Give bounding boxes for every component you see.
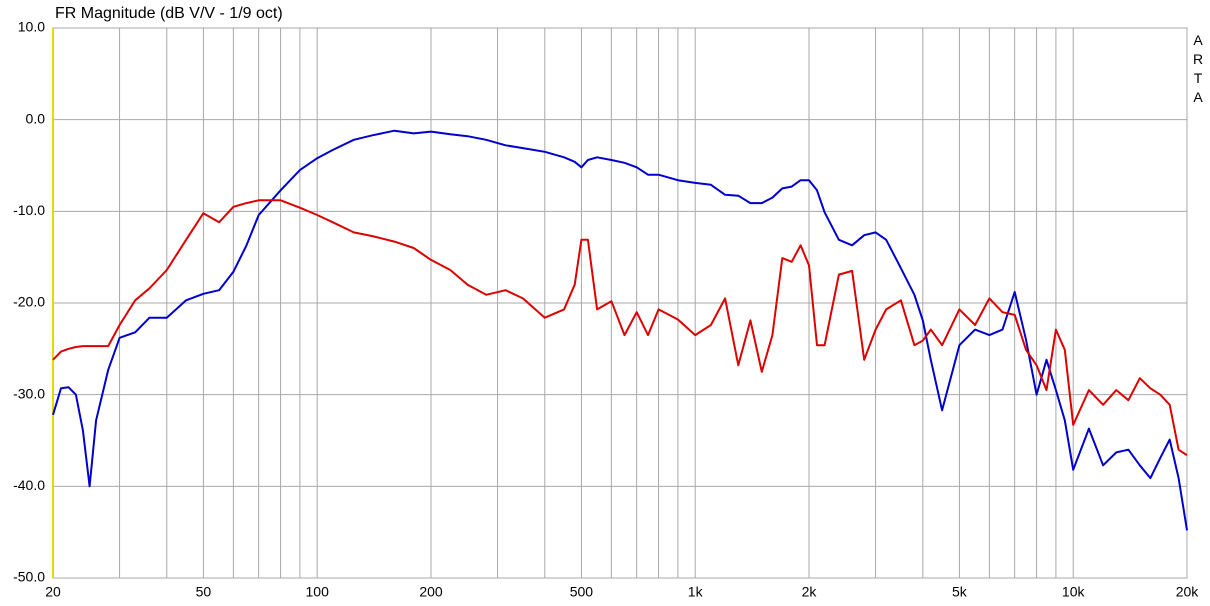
series-line (52, 129, 1188, 531)
x-tick-label: 20k (1176, 584, 1200, 600)
watermark: ARTA (1190, 32, 1206, 108)
x-tick-label: 500 (570, 584, 594, 600)
y-tick-label: -40.0 (13, 477, 45, 493)
y-tick-label: 0.0 (26, 110, 46, 126)
x-tick-label: 2k (802, 584, 818, 600)
x-tick-label: 200 (419, 584, 443, 600)
y-tick-label: -10.0 (13, 202, 45, 218)
series-line (52, 199, 1188, 457)
x-tick-label: 1k (688, 584, 704, 600)
x-tick-label: 20 (45, 584, 61, 600)
y-tick-label: 10.0 (18, 19, 45, 35)
chart-title: FR Magnitude (dB V/V - 1/9 oct) (55, 5, 283, 22)
y-tick-label: -20.0 (13, 294, 45, 310)
x-tick-label: 5k (952, 584, 968, 600)
x-tick-label: 100 (306, 584, 330, 600)
y-tick-label: -30.0 (13, 385, 45, 401)
x-tick-label: 50 (196, 584, 212, 600)
x-tick-label: 10k (1062, 584, 1086, 600)
y-tick-label: -50.0 (13, 569, 45, 585)
